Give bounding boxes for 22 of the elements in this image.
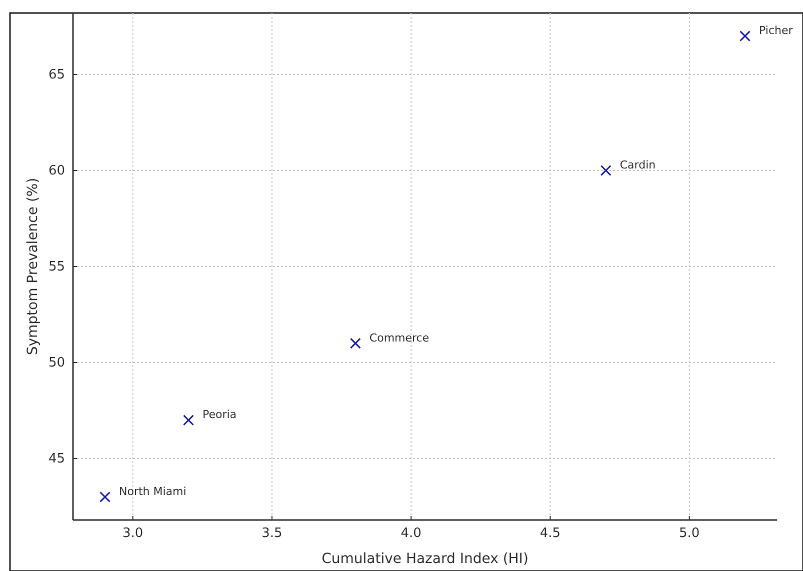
y-tick-label: 45 [48,452,65,467]
annotation: Peoria [202,408,237,422]
point [600,165,612,176]
y-axis-title: Symptom Prevalence (%) [25,178,41,356]
y-tick-label: 60 [48,164,65,179]
y-tick-label: 55 [48,260,65,275]
y-tick-label: 50 [48,356,65,371]
y-tick-label: 65 [48,68,65,83]
annotation: Picher [759,24,794,38]
x-tick-label: 3.0 [122,526,144,542]
point [183,414,194,426]
x-tick-label: 4.0 [400,526,422,542]
x-tick-label: 4.5 [540,526,561,542]
x-tick-label: 5.0 [679,526,700,542]
annotation: Commerce [369,331,430,344]
point [740,30,750,42]
annotation: Cardin [620,158,656,172]
x-axis-title: Cumulative Hazard Index (HI) [322,551,528,567]
point [350,338,361,349]
annotation: North Miami [119,484,186,498]
point [100,491,110,502]
x-tick-label: 3.5 [262,526,282,542]
